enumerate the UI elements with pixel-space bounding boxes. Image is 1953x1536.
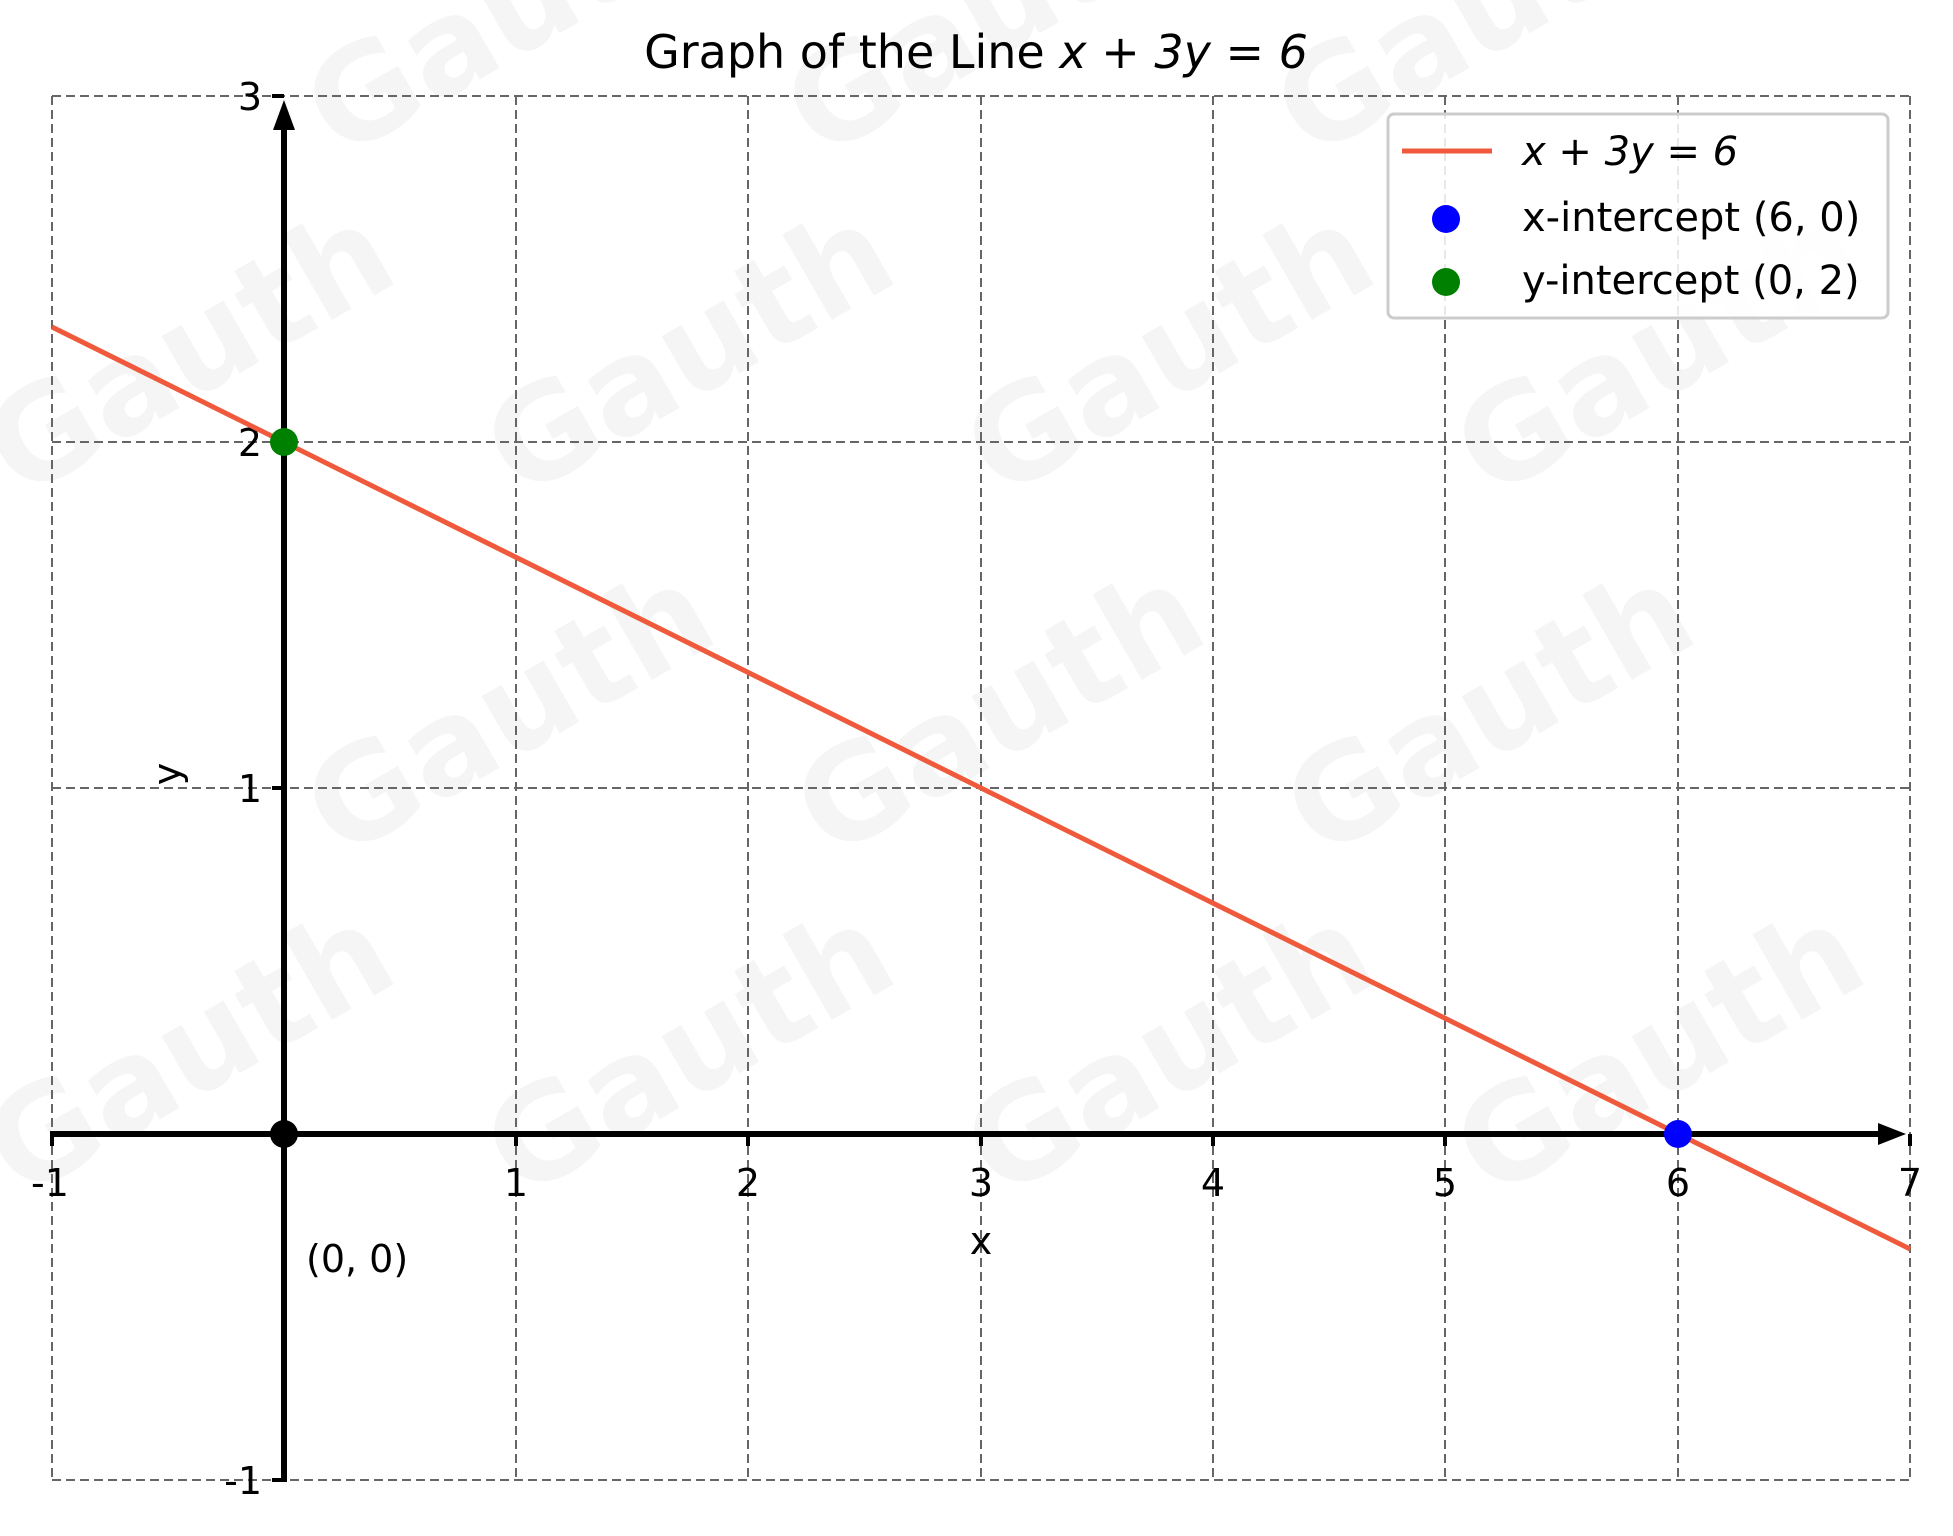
y-axis-arrow-icon [273,100,295,130]
svg-text:3: 3 [969,1161,993,1205]
svg-text:Gauth: Gauth [1430,874,1888,1226]
svg-text:7: 7 [1898,1161,1922,1205]
svg-text:Gauth: Gauth [0,174,418,526]
svg-text:Gauth: Gauth [940,874,1398,1226]
svg-text:1: 1 [504,1161,528,1205]
legend-line-label: x + 3y = 6 [1520,129,1738,175]
svg-text:Gauth: Gauth [460,174,918,526]
svg-text:-1: -1 [31,1161,69,1205]
x-axis-arrow-icon [1878,1123,1906,1145]
origin-point [270,1120,298,1148]
x-intercept-point [1664,1120,1692,1148]
svg-text:5: 5 [1433,1161,1457,1205]
legend-y-intercept-label: y-intercept (0, 2) [1522,258,1860,304]
svg-text:1: 1 [238,767,262,811]
svg-text:Gauth: Gauth [940,174,1398,526]
y-intercept-point [270,428,298,456]
grid [51,95,1911,1481]
svg-text:Gauth: Gauth [1260,534,1718,886]
svg-text:6: 6 [1666,1161,1690,1205]
y-axis-label: y [145,763,189,786]
legend: x + 3y = 6 x-intercept (6, 0) y-intercep… [1386,112,1890,320]
svg-text:2: 2 [736,1161,760,1205]
svg-text:-1: -1 [224,1459,262,1503]
legend-box [1386,112,1890,320]
axes [50,128,1880,1482]
legend-green-dot-icon [1432,268,1460,296]
x-tick-labels: -1 1 2 3 4 5 6 7 [31,1161,1922,1205]
x-axis-label: x [970,1219,993,1263]
y-tick-labels: -1 1 2 3 [224,75,262,1503]
legend-x-intercept-label: x-intercept (6, 0) [1522,195,1860,241]
origin-annotation: (0, 0) [306,1237,408,1281]
svg-text:Gauth: Gauth [460,874,918,1226]
legend-blue-dot-icon [1432,205,1460,233]
svg-text:4: 4 [1201,1161,1225,1205]
svg-text:Gauth: Gauth [770,534,1228,886]
svg-text:3: 3 [238,75,262,119]
chart-title: Graph of the Line x + 3y = 6 [644,25,1308,79]
line-x-plus-3y-eq-6 [50,324,1912,1252]
svg-text:Gauth: Gauth [280,534,738,886]
